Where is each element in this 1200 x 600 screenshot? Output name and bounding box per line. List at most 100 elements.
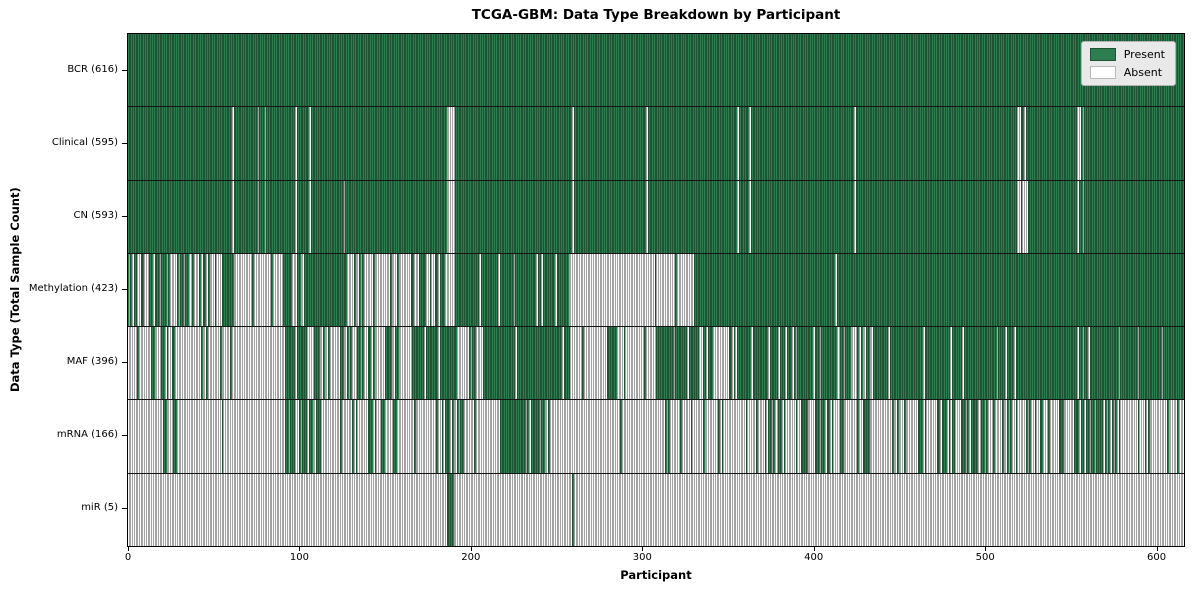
heatmap-cell: [903, 327, 906, 400]
heatmap-cell: [866, 327, 868, 400]
heatmap-cell: [642, 107, 645, 180]
heatmap-cell: [1091, 180, 1093, 253]
heatmap-cell: [725, 107, 727, 180]
heatmap-cell: [190, 253, 193, 327]
heatmap-cell: [501, 473, 504, 546]
heatmap-cell: [522, 34, 525, 107]
heatmap-cell: [594, 253, 597, 327]
heatmap-cell: [573, 400, 576, 473]
heatmap-cell: [981, 400, 983, 473]
heatmap-cell: [414, 473, 416, 546]
heatmap-cell: [422, 327, 425, 400]
heatmap-cell: [707, 34, 710, 107]
heatmap-cell: [252, 253, 255, 327]
heatmap-cell: [372, 400, 375, 473]
heatmap-cell: [941, 473, 944, 546]
heatmap-cell: [200, 253, 203, 327]
heatmap-cell: [745, 473, 748, 546]
heatmap-cell: [857, 473, 860, 546]
heatmap-cell: [462, 107, 464, 180]
heatmap-cell: [551, 473, 554, 546]
heatmap-cell: [726, 253, 729, 327]
heatmap-cell: [551, 180, 554, 253]
heatmap-cell: [183, 34, 186, 107]
heatmap-cell: [288, 180, 291, 253]
heatmap-cell: [252, 327, 255, 400]
heatmap-cell: [879, 253, 882, 327]
heatmap-cell: [1019, 34, 1021, 107]
heatmap-cell: [652, 253, 655, 327]
heatmap-cell: [1132, 253, 1135, 327]
heatmap-cell: [623, 107, 626, 180]
heatmap-cell: [357, 400, 360, 473]
heatmap-cell: [525, 327, 528, 400]
heatmap-cell: [742, 34, 745, 107]
heatmap-cell: [470, 400, 473, 473]
heatmap-cell: [276, 400, 279, 473]
heatmap-cell: [974, 107, 977, 180]
heatmap-cell: [592, 180, 595, 253]
heatmap-cell: [383, 473, 385, 546]
heatmap-cell: [176, 327, 179, 400]
heatmap-cell: [666, 400, 669, 473]
heatmap-cell: [819, 253, 822, 327]
heatmap-cell: [878, 34, 880, 107]
heatmap-cell: [1032, 180, 1035, 253]
heatmap-cell: [661, 473, 664, 546]
heatmap-cell: [664, 34, 667, 107]
heatmap-cell: [692, 473, 695, 546]
heatmap-cell: [697, 473, 700, 546]
heatmap-cell: [884, 400, 887, 473]
heatmap-cell: [994, 400, 997, 473]
heatmap-cell: [393, 253, 396, 327]
heatmap-cell: [446, 34, 449, 107]
heatmap-cell: [207, 180, 210, 253]
heatmap-cell: [1096, 180, 1099, 253]
heatmap-cell: [642, 327, 645, 400]
heatmap-cell: [718, 473, 720, 546]
heatmap-cell: [876, 34, 879, 107]
heatmap-cell: [465, 180, 468, 253]
heatmap-cell: [207, 253, 210, 327]
heatmap-cell: [345, 107, 347, 180]
heatmap-cell: [422, 180, 425, 253]
heatmap-cell: [912, 107, 915, 180]
heatmap-cell: [1147, 107, 1150, 180]
heatmap-cell: [1068, 253, 1071, 327]
heatmap-cell: [1053, 327, 1056, 400]
heatmap-cell: [1036, 400, 1038, 473]
heatmap-cell: [444, 107, 447, 180]
heatmap-cell: [429, 107, 432, 180]
heatmap-cell: [1086, 253, 1088, 327]
heatmap-cell: [1039, 34, 1042, 107]
heatmap-cell: [343, 107, 346, 180]
heatmap-cell: [747, 253, 750, 327]
heatmap-cell: [835, 473, 837, 546]
heatmap-cell: [180, 34, 182, 107]
heatmap-cell: [790, 180, 793, 253]
heatmap-cell: [221, 327, 224, 400]
heatmap-cell: [905, 327, 908, 400]
heatmap-cell: [704, 107, 707, 180]
heatmap-cell: [807, 34, 810, 107]
heatmap-cell: [658, 400, 660, 473]
heatmap-cell: [764, 327, 767, 400]
heatmap-cell: [1067, 327, 1069, 400]
heatmap-cell: [740, 34, 743, 107]
heatmap-cell: [266, 253, 268, 327]
heatmap-cell: [218, 253, 220, 327]
heatmap-cell: [807, 180, 810, 253]
heatmap-cell: [958, 327, 961, 400]
heatmap-cell: [381, 180, 384, 253]
heatmap-cell: [1037, 253, 1040, 327]
heatmap-cell: [1019, 473, 1021, 546]
heatmap-cell: [161, 473, 164, 546]
heatmap-cell: [802, 253, 805, 327]
heatmap-cell: [458, 180, 461, 253]
heatmap-cell: [609, 327, 612, 400]
heatmap-cell: [733, 34, 736, 107]
heatmap-cell: [518, 400, 521, 473]
heatmap-cell: [695, 107, 698, 180]
heatmap-cell: [737, 253, 739, 327]
heatmap-cell: [957, 473, 959, 546]
